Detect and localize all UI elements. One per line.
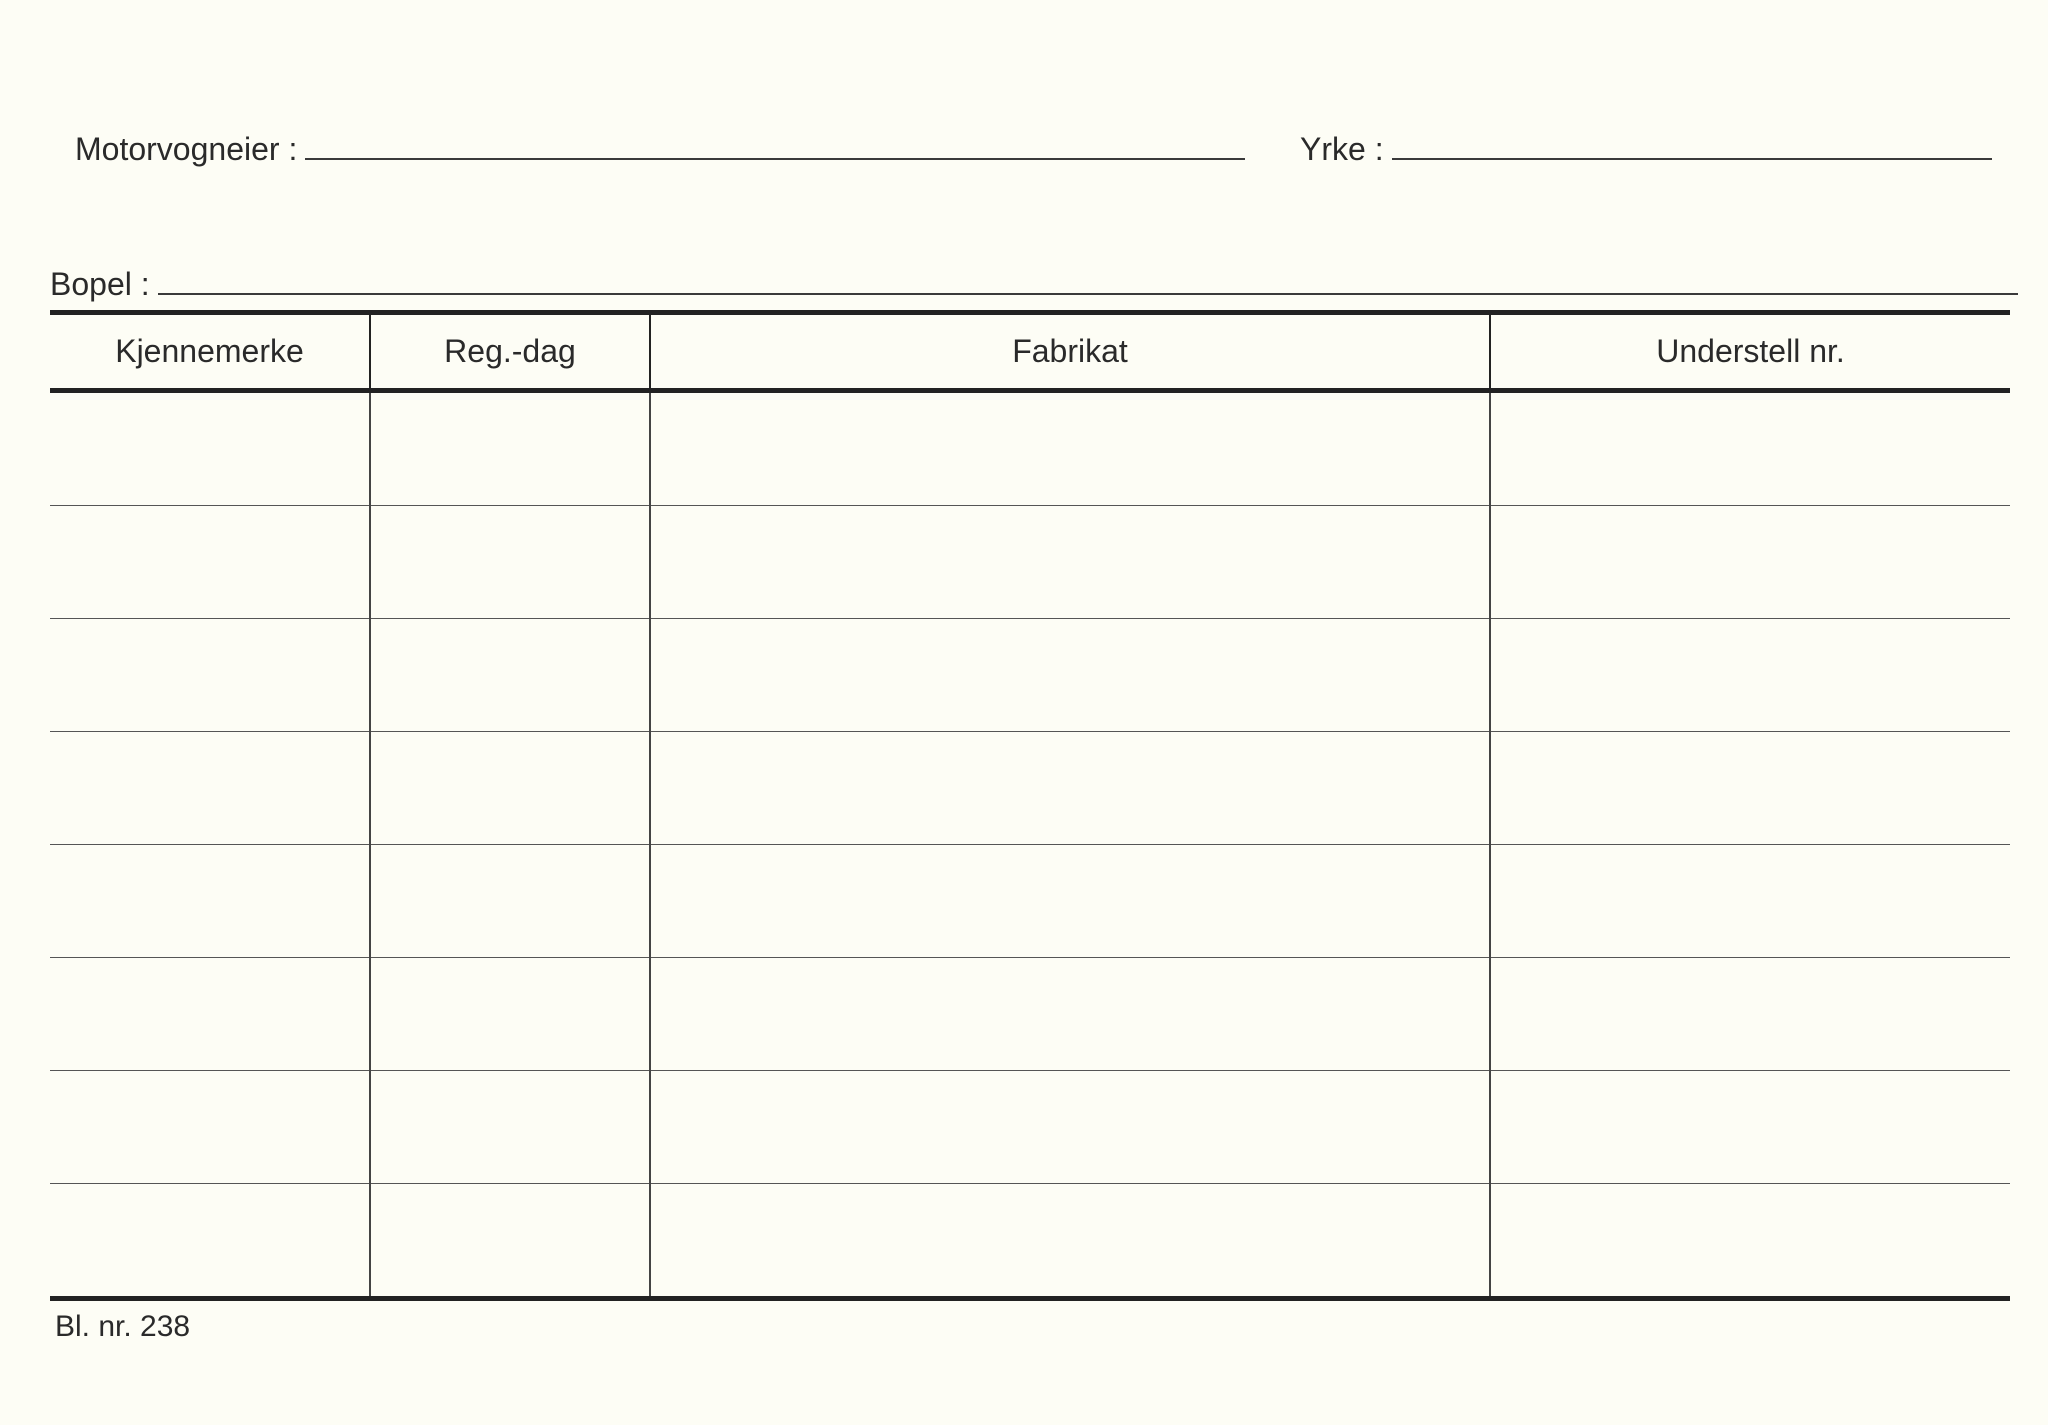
cell[interactable] <box>50 1184 370 1299</box>
residence-label: Bopel : <box>50 266 150 303</box>
cell[interactable] <box>1490 845 2010 958</box>
owner-label: Motorvogneier : <box>75 131 297 168</box>
cell[interactable] <box>650 506 1490 619</box>
cell[interactable] <box>370 732 650 845</box>
cell[interactable] <box>370 506 650 619</box>
table-row <box>50 619 2010 732</box>
cell[interactable] <box>50 732 370 845</box>
cell[interactable] <box>650 845 1490 958</box>
cell[interactable] <box>1490 1184 2010 1299</box>
occupation-field: Yrke : <box>1300 130 1992 168</box>
form-number: Bl. nr. 238 <box>55 1310 190 1344</box>
cell[interactable] <box>1490 1071 2010 1184</box>
table-body <box>50 391 2010 1299</box>
cell[interactable] <box>650 958 1490 1071</box>
cell[interactable] <box>50 1071 370 1184</box>
cell[interactable] <box>50 619 370 732</box>
cell[interactable] <box>650 619 1490 732</box>
cell[interactable] <box>370 845 650 958</box>
cell[interactable] <box>1490 506 2010 619</box>
table-row <box>50 845 2010 958</box>
occupation-input-line[interactable] <box>1392 130 1992 160</box>
residence-input-line[interactable] <box>158 265 2018 295</box>
cell[interactable] <box>1490 391 2010 506</box>
table-row <box>50 506 2010 619</box>
cell[interactable] <box>370 391 650 506</box>
cell[interactable] <box>370 619 650 732</box>
cell[interactable] <box>50 845 370 958</box>
table-row <box>50 732 2010 845</box>
cell[interactable] <box>370 958 650 1071</box>
cell[interactable] <box>50 506 370 619</box>
col-kjennemerke: Kjennemerke <box>50 313 370 391</box>
cell[interactable] <box>1490 732 2010 845</box>
cell[interactable] <box>370 1071 650 1184</box>
owner-field: Motorvogneier : <box>75 130 1245 168</box>
table-row <box>50 1184 2010 1299</box>
table-row <box>50 1071 2010 1184</box>
col-understell: Understell nr. <box>1490 313 2010 391</box>
cell[interactable] <box>370 1184 650 1299</box>
col-fabrikat: Fabrikat <box>650 313 1490 391</box>
vehicle-table: Kjennemerke Reg.-dag Fabrikat Understell… <box>50 310 2010 1301</box>
cell[interactable] <box>650 1184 1490 1299</box>
registration-card: Motorvogneier : Yrke : Bopel : Kjennemer… <box>0 0 2048 1425</box>
table-row <box>50 958 2010 1071</box>
cell[interactable] <box>50 958 370 1071</box>
cell[interactable] <box>650 732 1490 845</box>
residence-field: Bopel : <box>50 265 2018 303</box>
col-reg-dag: Reg.-dag <box>370 313 650 391</box>
cell[interactable] <box>50 391 370 506</box>
owner-input-line[interactable] <box>305 130 1245 160</box>
vehicle-table-wrap: Kjennemerke Reg.-dag Fabrikat Understell… <box>50 310 2010 1301</box>
table-row <box>50 391 2010 506</box>
table-header-row: Kjennemerke Reg.-dag Fabrikat Understell… <box>50 313 2010 391</box>
cell[interactable] <box>650 391 1490 506</box>
cell[interactable] <box>1490 619 2010 732</box>
cell[interactable] <box>650 1071 1490 1184</box>
occupation-label: Yrke : <box>1300 131 1384 168</box>
cell[interactable] <box>1490 958 2010 1071</box>
